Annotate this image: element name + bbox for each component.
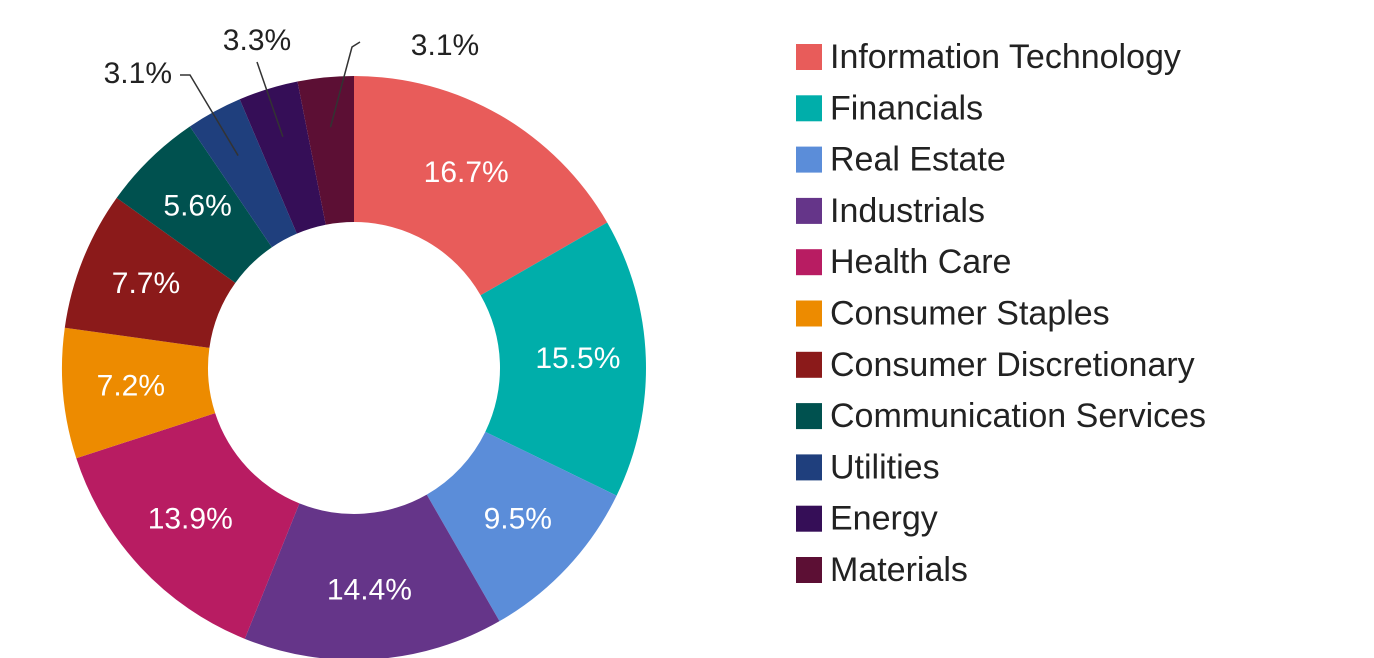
data-label: 15.5%	[535, 342, 620, 375]
slice	[62, 327, 216, 459]
slice	[244, 494, 500, 658]
legend-label: Materials	[830, 551, 968, 589]
slice	[76, 413, 300, 639]
legend-swatch	[796, 454, 822, 481]
data-label: 3.1%	[104, 57, 172, 90]
legend-swatch	[796, 197, 822, 224]
data-label: 7.7%	[112, 267, 180, 300]
slice	[239, 81, 326, 234]
data-label: 13.9%	[148, 503, 233, 536]
slice	[116, 126, 272, 283]
slice	[64, 197, 236, 348]
slice	[480, 222, 646, 496]
legend-label: Information Technology	[830, 38, 1181, 76]
legend-swatch	[796, 95, 822, 122]
legend-swatch	[796, 403, 822, 430]
legend-label: Real Estate	[830, 141, 1006, 179]
data-label: 16.7%	[424, 156, 509, 189]
legend-label: Consumer Discretionary	[830, 346, 1195, 384]
data-label: 3.3%	[223, 24, 291, 57]
legend-label: Consumer Staples	[830, 294, 1110, 332]
slice	[354, 76, 608, 296]
legend-label: Utilities	[830, 448, 940, 486]
leader-line	[256, 61, 284, 137]
data-label: 5.6%	[163, 190, 231, 223]
legend-swatch	[796, 351, 822, 378]
legend-swatch	[796, 505, 822, 532]
data-label: 9.5%	[484, 503, 552, 536]
legend-label: Energy	[830, 500, 938, 538]
legend-label: Financials	[830, 89, 983, 127]
data-label: 3.1%	[411, 29, 479, 62]
legend-swatch	[796, 146, 822, 173]
legend-swatch	[796, 557, 822, 583]
legend-swatch	[796, 44, 822, 70]
legend-label: Communication Services	[830, 397, 1206, 435]
data-label: 7.2%	[97, 370, 165, 403]
data-label: 14.4%	[327, 573, 412, 606]
leader-line	[329, 41, 361, 128]
legend-swatch	[796, 249, 822, 276]
slice	[297, 76, 354, 225]
slice	[189, 99, 297, 248]
legend-label: Health Care	[830, 243, 1011, 281]
legend-swatch	[796, 300, 822, 327]
legend-label: Industrials	[830, 192, 985, 230]
leader-line	[180, 74, 239, 156]
slice	[426, 431, 617, 622]
